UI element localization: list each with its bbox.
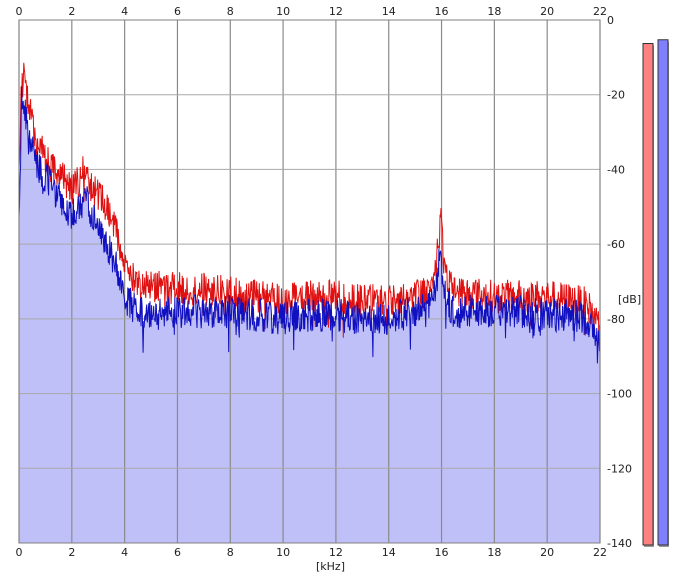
x-tick-label: 2 (68, 546, 75, 559)
x-tick-label-top: 2 (68, 5, 75, 18)
y-tick-label: -140 (607, 537, 632, 550)
x-tick-label-top: 6 (174, 5, 181, 18)
x-tick-label: 6 (174, 546, 181, 559)
spectrum-series-line (18, 62, 601, 345)
x-tick-label-top: 14 (382, 5, 396, 18)
series-layer (18, 62, 601, 364)
x-tick-label: 22 (593, 546, 607, 559)
y-tick-label: -40 (607, 163, 625, 176)
x-axis-unit-label: [kHz] (316, 560, 345, 573)
x-tick-label: 18 (487, 546, 501, 559)
x-tick-label-top: 12 (329, 5, 343, 18)
spectrum-fill (19, 86, 600, 544)
level-meters (642, 39, 669, 547)
y-tick-label: -120 (607, 462, 632, 475)
x-tick-label: 16 (435, 546, 449, 559)
x-tick-label-top: 10 (276, 5, 290, 18)
spectrum-fill-layer (19, 86, 600, 544)
x-tick-label: 20 (540, 546, 554, 559)
y-axis-unit-label: [dB] (618, 293, 641, 306)
x-tick-label-top: 18 (487, 5, 501, 18)
x-tick-label: 0 (16, 546, 23, 559)
x-tick-label-top: 0 (16, 5, 23, 18)
x-tick-label: 14 (382, 546, 396, 559)
y-tick-label: -80 (607, 313, 625, 326)
axis-layer: 002244668810101212141416161818202022220-… (16, 5, 632, 559)
x-tick-label-top: 8 (227, 5, 234, 18)
y-tick-label: -20 (607, 89, 625, 102)
x-tick-label-top: 20 (540, 5, 554, 18)
y-tick-label: -60 (607, 238, 625, 251)
x-tick-label-top: 16 (435, 5, 449, 18)
x-tick-label: 4 (121, 546, 128, 559)
x-tick-label-top: 4 (121, 5, 128, 18)
y-tick-label: -100 (607, 388, 632, 401)
x-tick-label: 8 (227, 546, 234, 559)
spectrum-series-line (18, 86, 601, 364)
plot-frame (18, 19, 601, 544)
x-tick-label: 12 (329, 546, 343, 559)
level-meter-bar (642, 43, 654, 546)
level-meter-bar (657, 39, 669, 546)
x-tick-label: 10 (276, 546, 290, 559)
y-tick-label: 0 (607, 14, 614, 27)
x-tick-label-top: 22 (593, 5, 607, 18)
